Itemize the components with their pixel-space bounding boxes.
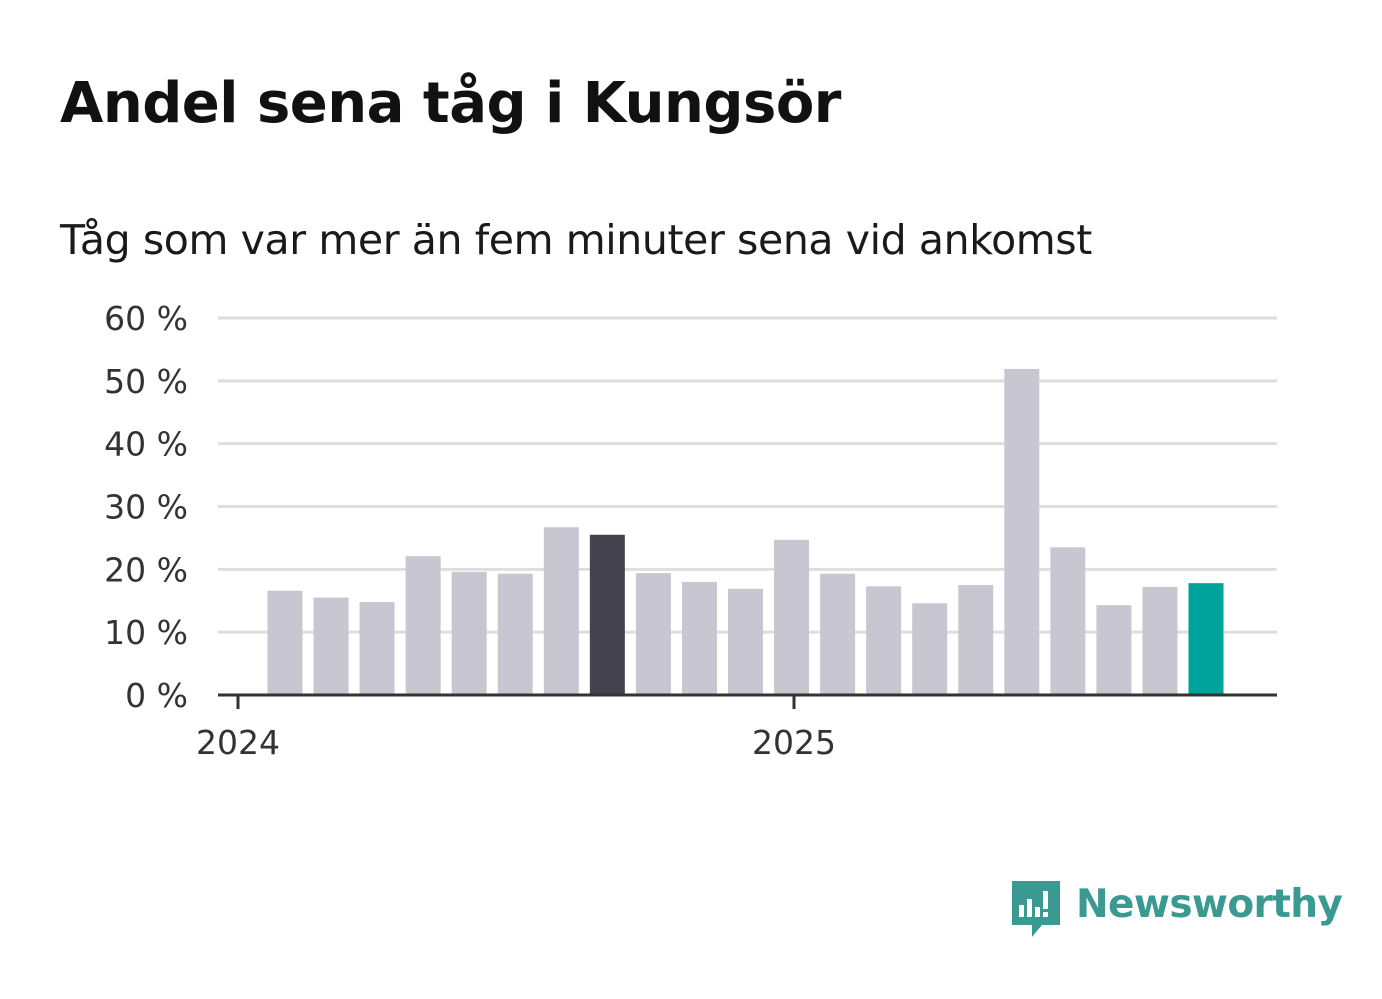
brand-name: Newsworthy — [1076, 882, 1343, 927]
bar-2025-02 — [820, 573, 856, 695]
x-axis-ticks: 2024 2025 — [196, 695, 836, 762]
y-tick-label-20: 20 % — [104, 550, 188, 589]
bars — [267, 368, 1224, 695]
bar-2024-06 — [451, 571, 487, 695]
y-tick-label-60: 60 % — [104, 299, 188, 338]
chart-subtitle: Tåg som var mer än fem minuter sena vid … — [60, 216, 1092, 264]
chart-title: Andel sena tåg i Kungsör — [60, 71, 841, 136]
y-tick-label-40: 40 % — [104, 425, 188, 464]
bar-2025-01 — [774, 539, 810, 695]
y-tick-label-30: 30 % — [104, 488, 188, 527]
brand: Newsworthy — [1010, 878, 1343, 942]
bar-2025-06 — [1004, 368, 1040, 695]
bar-2025-10 — [1188, 583, 1224, 695]
bar-2024-08 — [543, 527, 579, 695]
bar-2025-09 — [1142, 586, 1178, 695]
bar-2024-02 — [267, 590, 303, 695]
y-tick-label-0: 0 % — [125, 676, 188, 715]
bar-2025-07 — [1050, 547, 1086, 695]
bar-2024-04 — [359, 602, 395, 695]
newsworthy-logo-icon — [1012, 881, 1060, 937]
bar-2024-05 — [405, 556, 441, 695]
bar-2024-10 — [635, 573, 671, 695]
bar-2024-11 — [681, 581, 717, 695]
x-tick-label-2024: 2024 — [196, 723, 280, 762]
bar-2024-03 — [313, 597, 349, 695]
bar-2025-05 — [958, 585, 994, 695]
bar-2025-04 — [912, 603, 948, 695]
bar-2024-12 — [728, 588, 763, 695]
y-tick-label-50: 50 % — [104, 362, 188, 401]
gridlines — [218, 316, 1277, 634]
bar-2024-07 — [497, 573, 533, 695]
bar-2024-09 — [589, 534, 625, 695]
bar-2025-08 — [1096, 605, 1132, 695]
y-axis-ticks: 0 % 10 % 20 % 30 % 40 % 50 % 60 % — [104, 299, 188, 715]
bar-2025-03 — [866, 586, 902, 695]
y-tick-label-10: 10 % — [104, 613, 188, 652]
x-tick-label-2025: 2025 — [752, 723, 836, 762]
